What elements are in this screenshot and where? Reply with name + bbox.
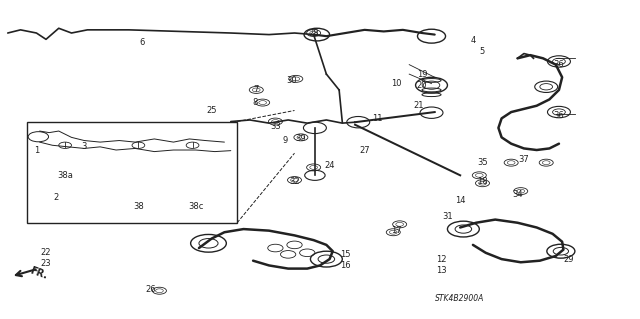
Text: 20: 20	[417, 81, 428, 90]
Text: 5: 5	[480, 48, 485, 56]
Text: 38a: 38a	[57, 171, 73, 180]
Text: 2: 2	[53, 193, 58, 202]
Text: 1: 1	[34, 145, 39, 154]
Text: 36: 36	[554, 60, 564, 69]
Text: 8: 8	[252, 98, 258, 107]
Text: 30: 30	[287, 76, 297, 85]
Text: 15: 15	[340, 250, 351, 259]
Text: 21: 21	[413, 101, 424, 110]
Text: 33: 33	[270, 122, 281, 131]
Text: 3: 3	[81, 142, 87, 151]
Text: 6: 6	[139, 38, 144, 47]
Text: STK4B2900A: STK4B2900A	[435, 294, 484, 303]
Text: 26: 26	[146, 285, 156, 294]
Text: 16: 16	[340, 261, 351, 270]
Text: 34: 34	[512, 190, 523, 199]
Text: 24: 24	[324, 161, 335, 170]
Text: 38: 38	[133, 203, 144, 211]
Text: 31: 31	[442, 212, 452, 221]
Text: 7: 7	[253, 85, 259, 94]
Text: 11: 11	[372, 114, 383, 123]
Text: 28: 28	[308, 28, 319, 38]
Text: 39: 39	[296, 134, 306, 144]
Text: 35: 35	[477, 158, 488, 167]
Text: 38c: 38c	[188, 203, 204, 211]
Bar	[27, 122, 237, 223]
Text: 4: 4	[470, 36, 476, 45]
Text: 22: 22	[41, 248, 51, 257]
Text: 19: 19	[417, 70, 428, 78]
Text: 12: 12	[436, 255, 446, 263]
Text: 37: 37	[518, 155, 529, 164]
Text: 10: 10	[391, 79, 402, 88]
Text: 29: 29	[563, 255, 574, 263]
Text: 36: 36	[554, 111, 564, 120]
Text: 9: 9	[282, 136, 287, 145]
Text: 23: 23	[41, 259, 51, 268]
Text: 25: 25	[207, 106, 217, 115]
Text: FR.: FR.	[28, 265, 49, 281]
Text: 14: 14	[455, 196, 465, 205]
Text: 17: 17	[391, 226, 402, 235]
Text: 18: 18	[477, 177, 488, 186]
Text: 13: 13	[436, 266, 446, 275]
Text: 27: 27	[359, 145, 370, 154]
Text: 32: 32	[289, 177, 300, 186]
